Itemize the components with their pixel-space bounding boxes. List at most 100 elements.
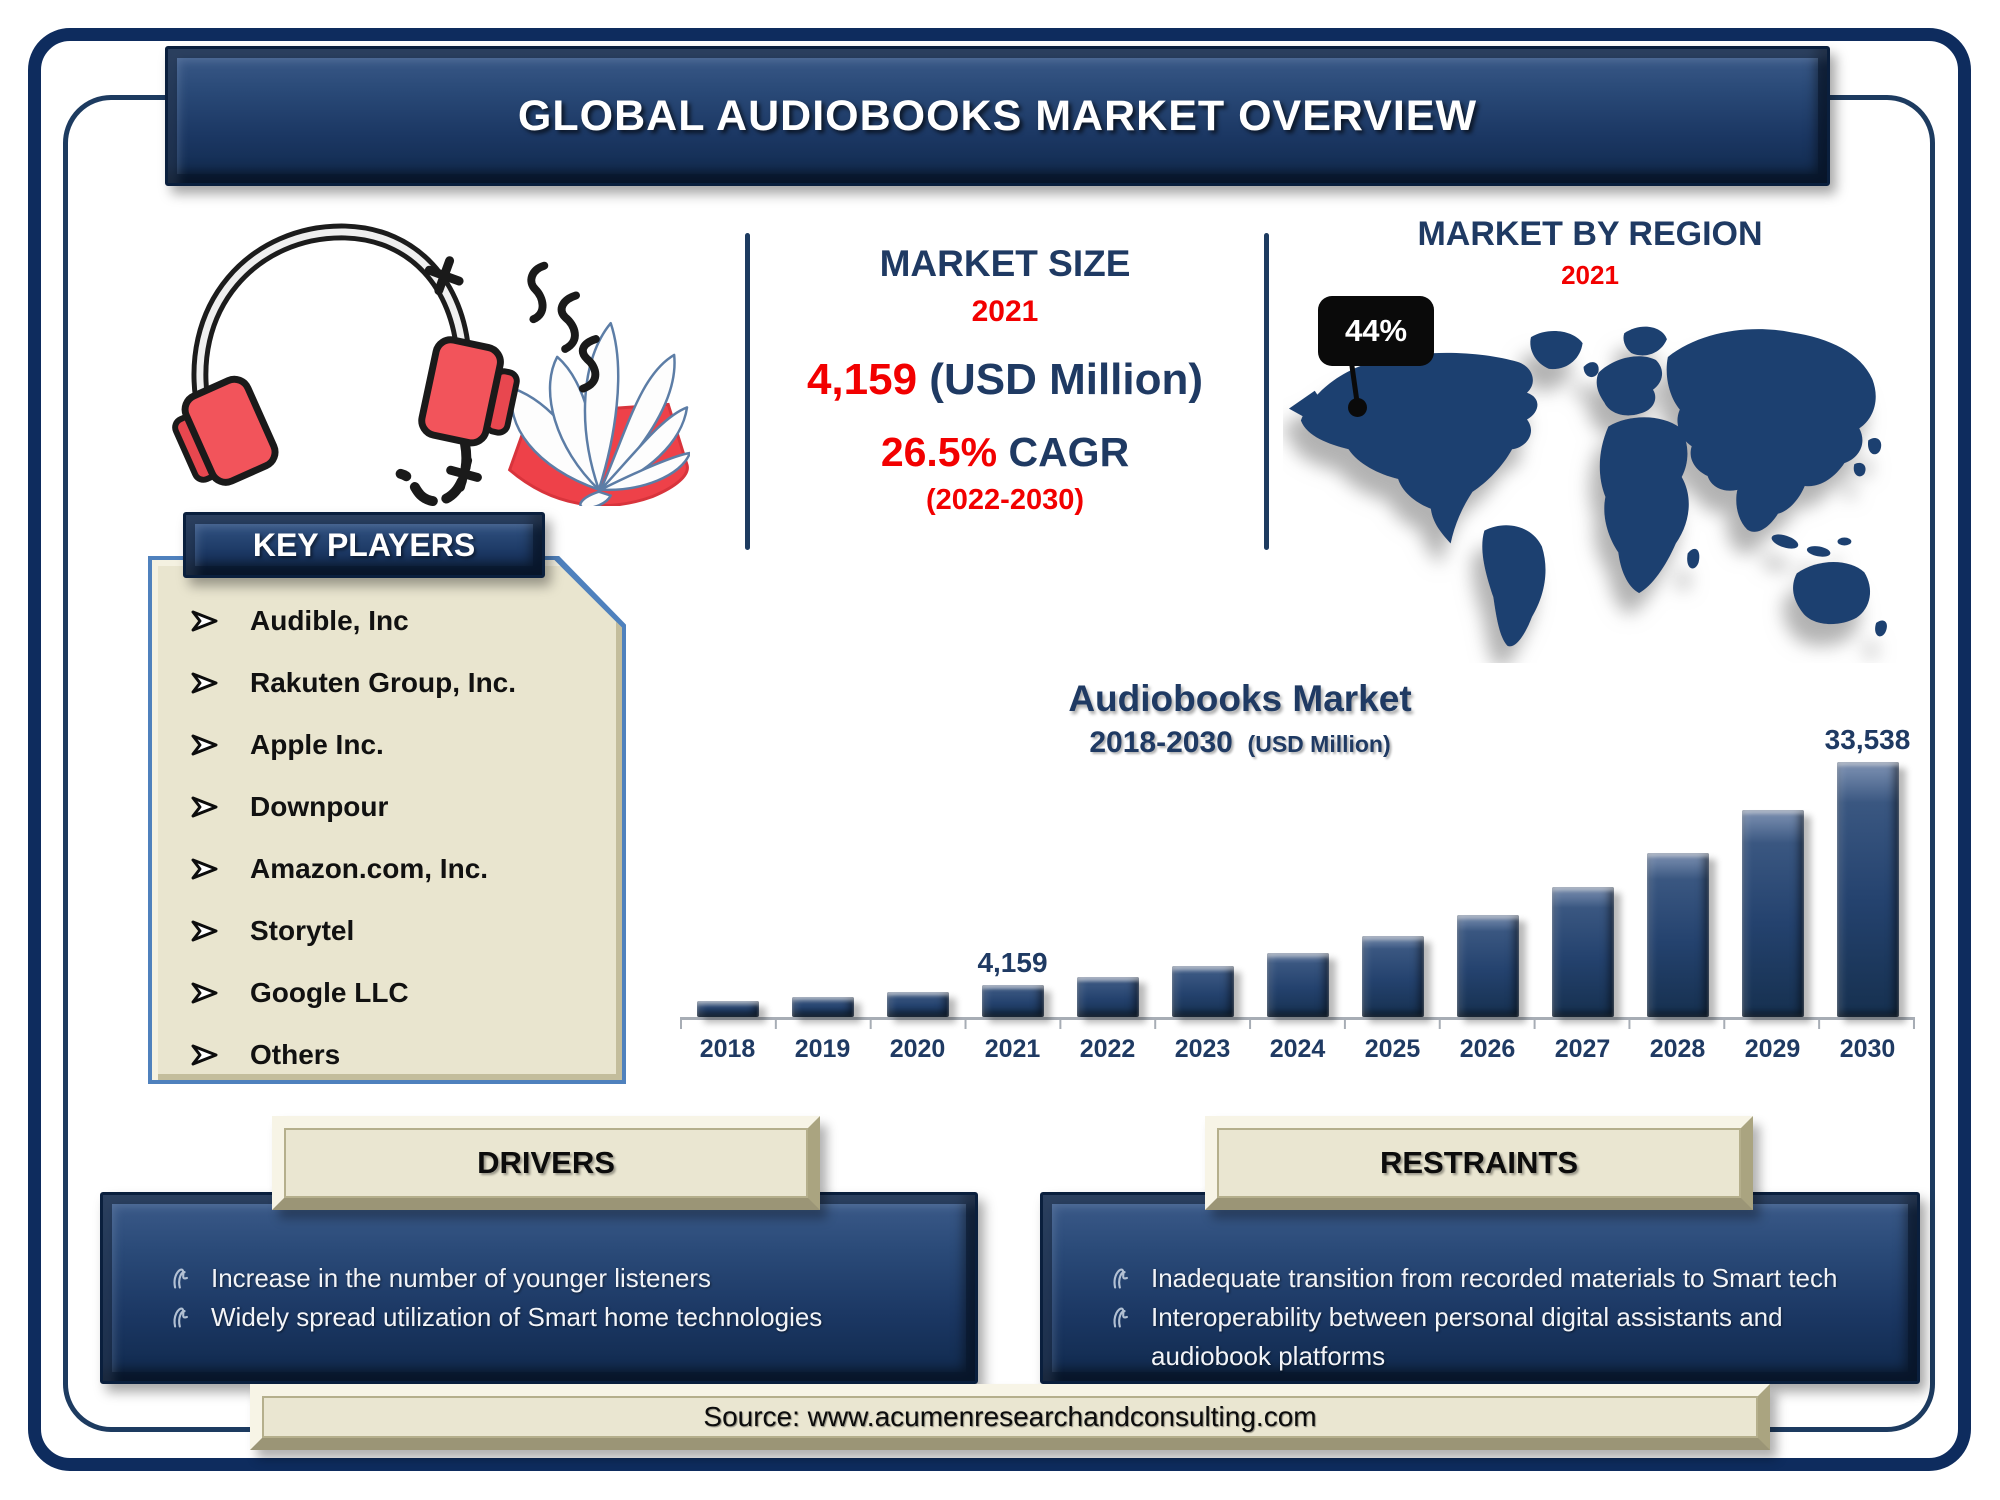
arrowhead-icon [191,1044,218,1066]
arrowhead-icon [191,796,218,818]
axis-year-label: 2030 [1839,1035,1896,1063]
market-size-heading: MARKET SIZE [879,243,1131,284]
arrowhead-icon [191,734,218,756]
drivers-list: Increase in the number of younger listen… [103,1195,975,1337]
restraint-item: Interoperability between personal digita… [1103,1298,1889,1376]
restraint-item: Inadequate transition from recorded mate… [1103,1259,1889,1298]
market-size-value: 4,159 (USD Million) [806,355,1204,404]
x-axis-ticks [680,1020,1915,1029]
bar-slot [1155,960,1250,1017]
axis-year-label: 2018 [699,1035,756,1063]
x-axis-labels: 2018 2019 2020 2021 2022 2023 2024 2025 2026 2027… [680,1035,1915,1064]
driver-item: Widely spread utilization of Smart home … [163,1298,947,1337]
book-icon [507,321,690,506]
divider-left [745,233,750,550]
bars-area: 4,159 33,538 [680,712,1915,1017]
bar-2023 [1171,966,1234,1017]
bar-slot [1725,804,1820,1017]
restraints-header: RESTRAINTS [1205,1116,1753,1210]
key-player-item: Rakuten Group, Inc. [182,652,602,714]
drivers-heading: DRIVERS [477,1145,615,1180]
bar-2027 [1551,887,1614,1017]
key-players-list: Audible, Inc Rakuten Group, Inc. Apple I… [182,590,602,1080]
key-player-item: Google LLC [182,962,602,1024]
axis-year-label: 2024 [1269,1035,1326,1063]
bar-2029 [1741,810,1804,1017]
bar-2026 [1456,915,1519,1017]
bar-slot [1345,930,1440,1017]
region-year: 2021 [1561,260,1619,290]
headphones-icon [172,223,600,506]
key-player-item: Storytel [182,900,602,962]
bar-slot [775,991,870,1017]
arrowhead-icon [191,858,218,880]
chart-subtitle: 2018-2030 (USD Million) [1089,726,1391,759]
bar-slot: 4,159 [965,947,1060,1017]
axis-year-label: 2025 [1364,1035,1421,1063]
axis-year-label: 2028 [1649,1035,1706,1063]
bar-value-label: 33,538 [1824,724,1911,755]
bar-2019 [791,997,854,1017]
axis-year-label: 2026 [1459,1035,1516,1063]
key-player-item: Others [182,1024,602,1080]
north-america-share-value: 44% [1344,313,1408,348]
arrowhead-icon [191,920,218,942]
chart-title-block: Audiobooks Market 2018-2030 (USD Million… [1020,678,1460,760]
divider-right [1264,233,1269,550]
key-player-item: Apple Inc. [182,714,602,776]
restraints-list: Inadequate transition from recorded mate… [1043,1195,1917,1376]
bar-slot: 33,538 [1820,724,1915,1017]
market-by-region-section: MARKET BY REGION 2021 [1290,215,1890,291]
axis-year-label: 2019 [794,1035,851,1063]
bar-slot [1440,909,1535,1017]
key-players-panel: Audible, Inc Rakuten Group, Inc. Apple I… [148,556,626,1084]
bar-2018 [696,1001,759,1017]
bullet-icon [173,1268,188,1289]
driver-item: Increase in the number of younger listen… [163,1259,947,1298]
bar-slot [680,995,775,1017]
arrowhead-icon [191,672,218,694]
key-players-heading: KEY PLAYERS [252,526,476,563]
market-size-year: 2021 [971,295,1039,328]
drivers-panel: Increase in the number of younger listen… [100,1192,978,1384]
callout-dot [1348,398,1367,417]
restraints-panel: Inadequate transition from recorded mate… [1040,1192,1920,1384]
axis-year-label: 2029 [1744,1035,1801,1063]
bar-slot [1060,971,1155,1017]
bar-2024 [1266,953,1329,1017]
title-banner: GLOBAL AUDIOBOOKS MARKET OVERVIEW [165,46,1830,186]
key-player-item: Amazon.com, Inc. [182,838,602,900]
axis-year-label: 2023 [1174,1035,1231,1063]
bullet-icon [173,1307,188,1328]
key-players-header: KEY PLAYERS [183,512,545,578]
bar-slot [870,986,965,1017]
axis-year-label: 2027 [1554,1035,1611,1063]
bar-slot [1250,947,1345,1017]
outer-frame-border [28,28,1971,1471]
restraints-heading: RESTRAINTS [1379,1145,1579,1180]
bar-2030 [1836,762,1899,1017]
north-america-share-callout: 44% [1318,296,1434,366]
bar-value-label: 4,159 [977,947,1048,978]
bar-chart: 4,159 33,538 2018 2019 2020 2021 2022 2023 2024… [680,712,1915,1064]
arrowhead-icon [191,982,218,1004]
bullet-icon [1113,1307,1128,1328]
bar-2020 [886,992,949,1017]
soundwave-icon [527,261,600,393]
axis-year-label: 2021 [984,1035,1041,1063]
bar-2028 [1646,853,1709,1017]
arrowhead-icon [191,610,218,632]
bar-slot [1630,847,1725,1017]
source-bar: Source: www.acumenresearchandconsulting.… [250,1384,1770,1450]
axis-year-label: 2022 [1079,1035,1136,1063]
bullet-icon [1113,1268,1128,1289]
chart-title: Audiobooks Market [1068,678,1412,719]
sparkle-icon [424,256,482,492]
market-size-section: MARKET SIZE 2021 4,159 (USD Million) 26.… [755,243,1255,517]
bar-2021 [981,985,1044,1017]
market-cagr-period: (2022-2030) [926,484,1084,516]
source-text: Source: www.acumenresearchandconsulting.… [703,1401,1317,1432]
bar-2022 [1076,977,1139,1017]
region-heading: MARKET BY REGION [1417,215,1763,253]
